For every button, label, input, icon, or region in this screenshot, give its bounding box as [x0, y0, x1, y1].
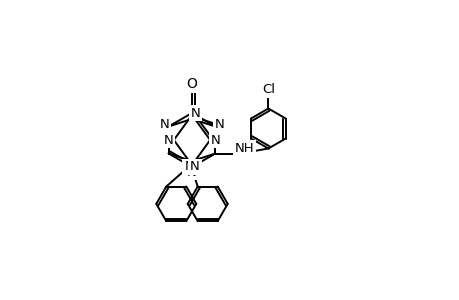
Text: N: N	[214, 118, 224, 130]
Text: N: N	[159, 118, 169, 130]
Text: N: N	[190, 160, 200, 173]
Text: N: N	[184, 160, 194, 173]
Text: NH: NH	[234, 142, 254, 155]
Text: N: N	[163, 134, 174, 146]
Text: N: N	[210, 134, 219, 146]
Text: N: N	[190, 107, 200, 120]
Text: Cl: Cl	[261, 83, 274, 96]
Text: N: N	[190, 160, 199, 173]
Text: O: O	[186, 77, 197, 91]
Text: N: N	[183, 160, 193, 173]
Text: N: N	[187, 166, 196, 178]
